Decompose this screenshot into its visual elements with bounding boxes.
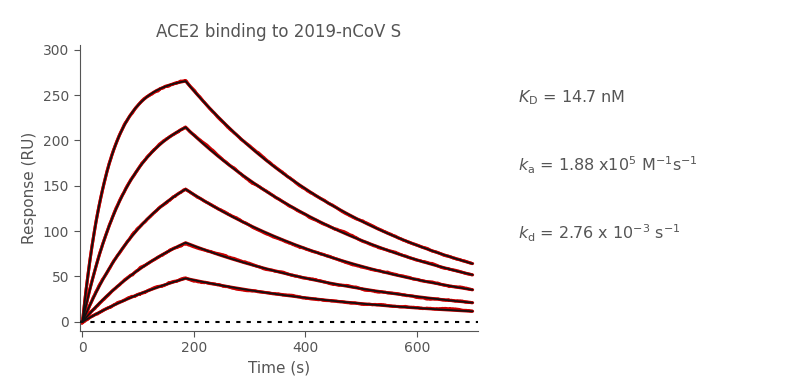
- Title: ACE2 binding to 2019-nCoV S: ACE2 binding to 2019-nCoV S: [156, 23, 402, 41]
- X-axis label: Time (s): Time (s): [248, 361, 310, 376]
- Text: $\mathit{K}_\mathrm{D}$ = 14.7 nM: $\mathit{K}_\mathrm{D}$ = 14.7 nM: [518, 88, 625, 107]
- Text: $\mathit{k}_\mathrm{a}$ = 1.88 x10$^5$ M$^{-1}$s$^{-1}$: $\mathit{k}_\mathrm{a}$ = 1.88 x10$^5$ M…: [518, 155, 698, 176]
- Y-axis label: Response (RU): Response (RU): [22, 132, 37, 244]
- Text: $\mathit{k}_\mathrm{d}$ = 2.76 x 10$^{-3}$ s$^{-1}$: $\mathit{k}_\mathrm{d}$ = 2.76 x 10$^{-3…: [518, 223, 681, 244]
